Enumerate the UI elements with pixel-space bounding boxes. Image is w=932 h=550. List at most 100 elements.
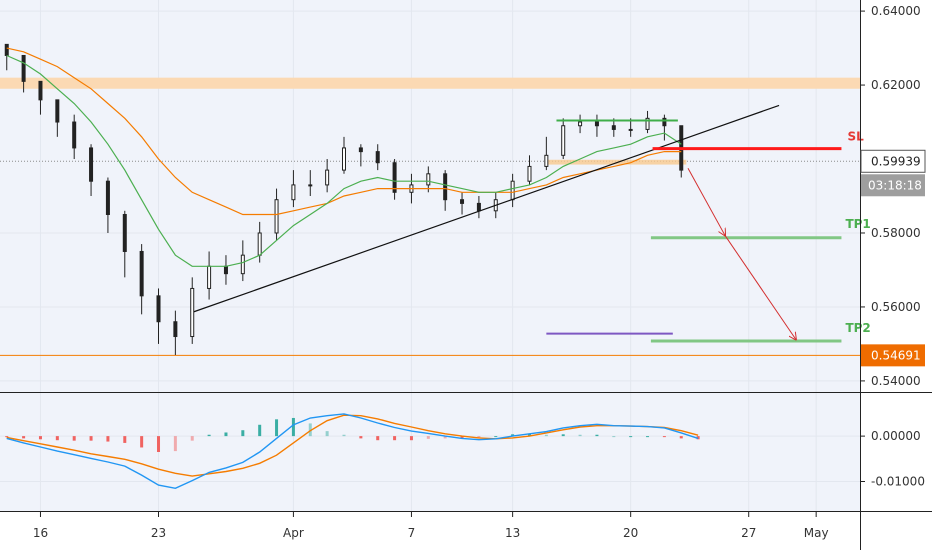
candle[interactable] bbox=[139, 244, 144, 315]
candle[interactable] bbox=[544, 136, 549, 171]
macd-histogram-bar bbox=[443, 436, 447, 439]
macd-plot-background bbox=[0, 393, 860, 511]
candle[interactable] bbox=[72, 114, 77, 160]
macd-histogram-bar bbox=[308, 423, 312, 437]
candle-body bbox=[274, 199, 279, 234]
macd-histogram-bar bbox=[544, 434, 548, 437]
macd-histogram-bar bbox=[190, 436, 194, 441]
take-profit-2-label: TP2 bbox=[845, 321, 870, 335]
candle-body bbox=[207, 265, 212, 289]
candle[interactable] bbox=[527, 155, 532, 185]
candle[interactable] bbox=[426, 166, 431, 193]
current-price-text: 0.59939 bbox=[871, 154, 921, 168]
price-axis-background bbox=[860, 0, 932, 550]
macd-histogram-bar bbox=[55, 436, 59, 441]
candle[interactable] bbox=[190, 277, 195, 344]
candle[interactable] bbox=[460, 192, 465, 215]
candle[interactable] bbox=[55, 99, 60, 137]
price-badges: 0.59939 03:18:18 0.54691 bbox=[860, 149, 926, 367]
candle[interactable] bbox=[89, 144, 94, 196]
candle[interactable] bbox=[578, 114, 583, 134]
price-tick-label: 0.64000 bbox=[871, 4, 921, 18]
candle-body bbox=[55, 99, 60, 123]
macd-histogram-bar bbox=[207, 434, 211, 437]
price-tick-label: 0.56000 bbox=[871, 300, 921, 314]
candle-body bbox=[173, 321, 178, 338]
candle[interactable] bbox=[325, 159, 330, 193]
macd-histogram-bar bbox=[460, 436, 464, 439]
candle[interactable] bbox=[21, 54, 26, 93]
candle[interactable] bbox=[122, 210, 127, 278]
candle-body bbox=[342, 147, 346, 171]
macd-histogram-bar bbox=[561, 434, 565, 437]
axes: 0.64000 0.62000 0.58000 0.56000 0.54000 16 23 A… bbox=[33, 4, 925, 540]
ema-slow-line bbox=[6, 47, 682, 216]
candle-body bbox=[89, 147, 94, 182]
candle-body bbox=[561, 125, 566, 156]
macd-histogram-bar bbox=[22, 436, 26, 439]
macd-histogram-bar bbox=[494, 436, 498, 438]
candle[interactable] bbox=[308, 170, 313, 196]
candle-body bbox=[190, 287, 195, 338]
main-plot-background bbox=[0, 0, 860, 392]
time-tick-label: Apr bbox=[283, 526, 304, 540]
candle[interactable] bbox=[173, 310, 178, 356]
candle-body bbox=[544, 154, 549, 167]
candle-body bbox=[156, 295, 161, 323]
macd-histogram-bar bbox=[106, 436, 110, 442]
macd-histogram-bar bbox=[646, 436, 650, 438]
candle[interactable] bbox=[240, 240, 245, 282]
macd-histogram-bar bbox=[426, 436, 430, 439]
macd-histogram-bar bbox=[72, 436, 76, 441]
macd-histogram-bar bbox=[342, 434, 346, 437]
price-tick-label: 0.58000 bbox=[871, 226, 921, 240]
candle[interactable] bbox=[645, 110, 650, 134]
trendline[interactable] bbox=[193, 104, 780, 313]
macd-histogram-bar bbox=[629, 436, 633, 438]
candle[interactable] bbox=[375, 144, 380, 171]
macd-histogram-bar bbox=[409, 436, 413, 441]
macd-histogram-bar bbox=[359, 436, 363, 439]
macd-histogram-bar bbox=[157, 436, 161, 452]
candle[interactable] bbox=[662, 114, 667, 141]
candle[interactable] bbox=[443, 170, 448, 211]
macd-histogram-bar bbox=[679, 436, 683, 439]
candle[interactable] bbox=[594, 114, 599, 137]
macd-histogram-bar bbox=[393, 436, 397, 441]
macd-histogram-bar bbox=[578, 434, 582, 437]
candle-body bbox=[443, 173, 448, 201]
projection-arrow[interactable] bbox=[724, 235, 796, 340]
countdown-text: 03:18:18 bbox=[868, 178, 922, 192]
candle-body bbox=[578, 121, 583, 127]
take-profit-1-label: TP1 bbox=[845, 217, 870, 231]
candle[interactable] bbox=[38, 80, 43, 115]
support-price-text: 0.54691 bbox=[871, 348, 921, 362]
projection-arrow[interactable] bbox=[687, 168, 725, 235]
candle-body bbox=[662, 117, 667, 127]
resistance-zone bbox=[0, 77, 860, 89]
candle[interactable] bbox=[342, 136, 346, 174]
macd-histogram-bar bbox=[612, 436, 616, 438]
candle[interactable] bbox=[291, 170, 296, 208]
annotations[interactable]: SL TP1 TP2 bbox=[193, 104, 871, 343]
macd-histogram-bar bbox=[258, 424, 262, 437]
price-tick-label: 0.54000 bbox=[871, 374, 921, 388]
time-tick-label: 13 bbox=[505, 526, 520, 540]
candle[interactable] bbox=[561, 118, 566, 160]
candle[interactable] bbox=[392, 159, 397, 200]
candles[interactable] bbox=[4, 43, 684, 356]
time-tick-label: 23 bbox=[151, 526, 166, 540]
candle-body bbox=[510, 180, 515, 201]
macd-histogram-bar bbox=[376, 436, 380, 441]
candle-body bbox=[4, 43, 9, 56]
stop-loss-label: SL bbox=[847, 130, 864, 144]
candle-body bbox=[611, 125, 616, 130]
countdown-badge bbox=[861, 174, 925, 197]
candle[interactable] bbox=[358, 144, 363, 167]
candle[interactable] bbox=[105, 177, 110, 233]
macd-histogram-bar bbox=[291, 417, 295, 437]
candle[interactable] bbox=[156, 288, 161, 344]
candle-body bbox=[460, 199, 465, 204]
